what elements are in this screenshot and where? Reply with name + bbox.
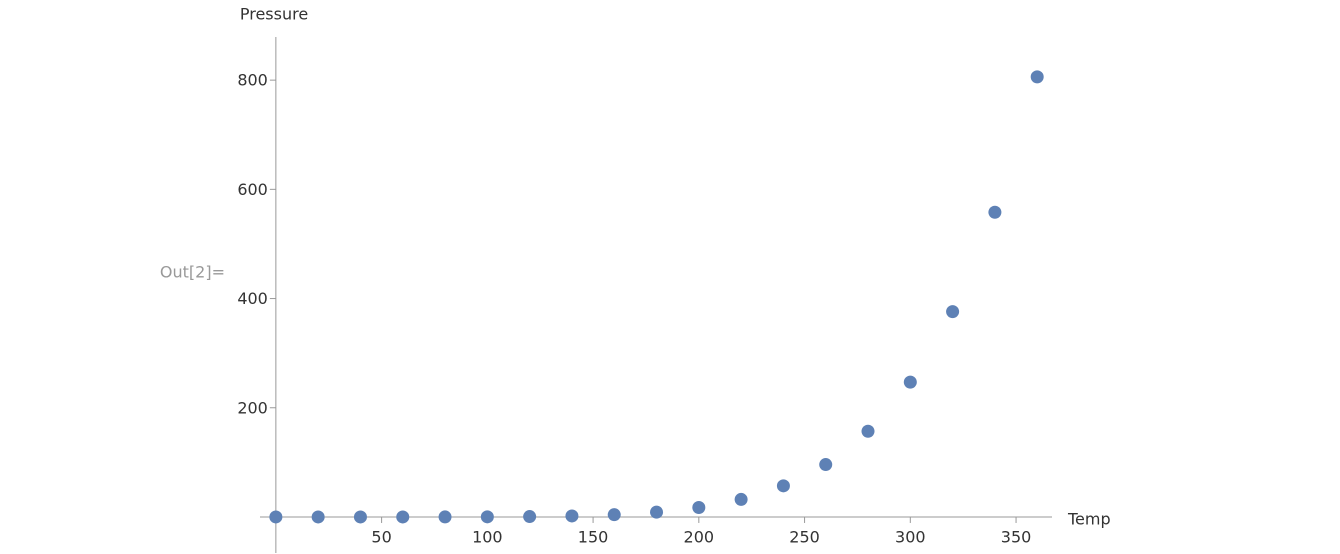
data-point [353,510,367,524]
data-point [607,508,621,522]
data-point [776,479,790,493]
data-point [734,492,748,506]
data-point [311,510,325,524]
x-tick-label: 250 [789,527,820,546]
x-tick-label: 300 [895,527,926,546]
data-point [565,509,579,523]
data-point [438,510,452,524]
data-point [819,458,833,472]
y-axis-label: Pressure [240,5,308,24]
x-tick-label: 200 [684,527,715,546]
data-point [1030,70,1044,84]
x-tick-label: 50 [371,527,391,546]
data-point [480,510,494,524]
data-point [903,375,917,389]
x-tick-label: 100 [472,527,503,546]
data-point [861,424,875,438]
y-tick-label: 600 [237,180,268,199]
data-point [988,205,1002,219]
data-point [396,510,410,524]
x-axis-label: Temp [1067,509,1111,528]
y-tick-label: 400 [237,289,268,308]
data-point [523,510,537,524]
y-tick-label: 200 [237,398,268,417]
output-prompt: Out[2]= [160,263,225,282]
x-tick-label: 350 [1001,527,1032,546]
data-point [692,501,706,515]
data-point [946,305,960,319]
x-tick-label: 150 [578,527,609,546]
y-tick-label: 800 [237,71,268,90]
data-point [650,505,664,519]
data-point [269,510,283,524]
